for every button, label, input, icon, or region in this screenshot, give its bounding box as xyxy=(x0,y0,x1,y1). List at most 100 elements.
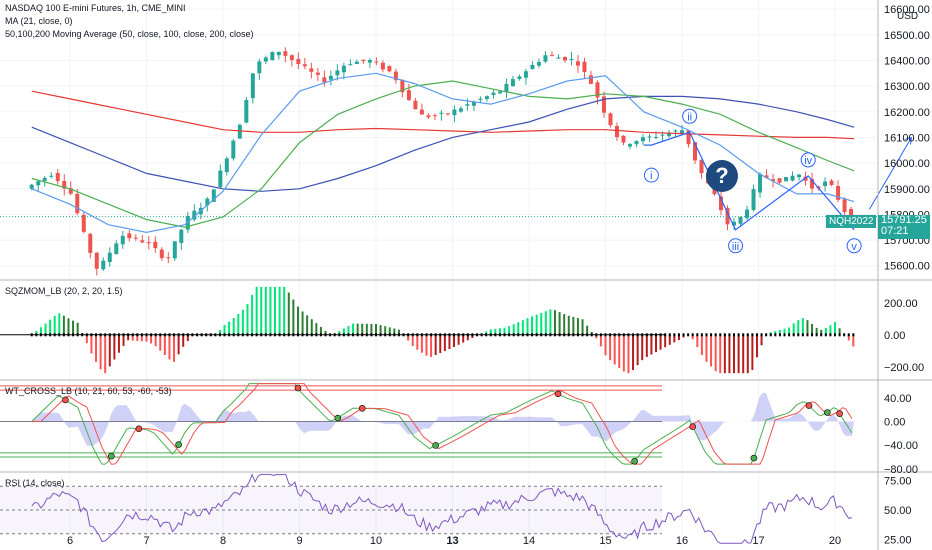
candle-body xyxy=(315,72,320,75)
wt-cross-dot xyxy=(135,425,143,433)
candle-body xyxy=(829,180,834,185)
candle-body xyxy=(205,198,210,206)
candle-body xyxy=(549,54,554,56)
candle-body xyxy=(172,241,177,259)
candle-body xyxy=(784,177,789,182)
sqz-tick-label: −200.00 xyxy=(884,362,924,374)
currency-label: USD xyxy=(897,11,919,22)
candle-body xyxy=(823,181,828,187)
candle-body xyxy=(322,77,327,83)
candle-body xyxy=(406,90,411,101)
x-tick-label: 20 xyxy=(829,535,841,547)
price-tick-label: 16100.00 xyxy=(884,132,930,144)
candle-body xyxy=(575,61,580,66)
candle-body xyxy=(595,82,600,98)
candle-body xyxy=(309,68,314,72)
sqz-tick-label: 0.00 xyxy=(884,330,905,342)
candle-body xyxy=(120,235,125,245)
candle-body xyxy=(517,76,522,79)
rsi-tick-label: 50.00 xyxy=(884,505,912,517)
x-tick-label: 9 xyxy=(296,535,302,547)
candle-body xyxy=(380,62,385,70)
candle-body xyxy=(114,243,119,254)
candle-body xyxy=(159,249,164,259)
time-axis[interactable]: 6 7 8 9 10 13 14 15 16 17 20 xyxy=(67,535,841,547)
candle-body xyxy=(777,178,782,183)
x-tick-label: 13 xyxy=(446,535,458,547)
price-tick-label: 16300.00 xyxy=(884,81,930,93)
candle-body xyxy=(68,188,73,194)
chart-title: NASDAQ 100 E-mini Futures, 1h, CME_MINI xyxy=(5,3,186,13)
candle-body xyxy=(556,57,561,59)
price-tick-label: 15600.00 xyxy=(884,261,930,273)
candle-body xyxy=(328,75,333,80)
wavetrend-panel[interactable] xyxy=(0,383,855,465)
candle-body xyxy=(426,115,431,118)
candle-body xyxy=(237,124,242,139)
candle-body xyxy=(289,55,294,61)
rsi-legend: RSI (14, close) xyxy=(5,478,65,488)
wt-tick-label: 0.00 xyxy=(884,416,905,428)
candle-body xyxy=(836,185,841,200)
x-tick-label: 15 xyxy=(599,535,611,547)
candle-body xyxy=(49,175,54,177)
candle-body xyxy=(810,178,815,189)
wave-label: v xyxy=(851,241,857,253)
candle-body xyxy=(452,109,457,116)
candle-body xyxy=(400,79,405,93)
wt-cross-dot xyxy=(836,410,843,417)
ma50-line xyxy=(31,80,855,228)
wave-label: i xyxy=(650,170,652,182)
price-tick-label: 16200.00 xyxy=(884,107,930,119)
price-tick-label: 16400.00 xyxy=(884,55,930,67)
candle-body xyxy=(140,240,145,243)
x-tick-label: 17 xyxy=(752,535,764,547)
candle-body xyxy=(302,64,307,67)
candle-body xyxy=(166,257,171,259)
wt-cross-dot xyxy=(175,441,182,448)
candle-body xyxy=(842,199,847,213)
x-tick-label: 8 xyxy=(220,535,226,547)
ma21-legend: MA (21, close, 0) xyxy=(5,16,73,26)
candle-body xyxy=(179,229,184,243)
candle-body xyxy=(296,58,301,65)
candle-body xyxy=(803,176,808,181)
candle-body xyxy=(276,51,281,56)
candle-body xyxy=(790,175,795,181)
candle-body xyxy=(218,170,223,188)
price-tick-label: 16600.00 xyxy=(884,4,930,16)
candle-body xyxy=(263,57,268,62)
candle-body xyxy=(348,64,353,66)
candle-body xyxy=(588,75,593,84)
x-tick-label: 14 xyxy=(523,535,535,547)
candle-body xyxy=(614,126,619,138)
candle-body xyxy=(101,260,106,270)
candle-body xyxy=(335,70,340,76)
candle-body xyxy=(211,189,216,202)
wt-cross-dot xyxy=(631,457,638,465)
rsi-panel[interactable] xyxy=(0,473,852,544)
candle-body xyxy=(55,173,60,182)
x-tick-label: 16 xyxy=(676,535,688,547)
ma200-line xyxy=(31,90,855,140)
last-price-tag: 15791.25 07:21 xyxy=(878,215,930,239)
candle-body xyxy=(510,79,515,87)
wave-label-circle xyxy=(728,238,744,254)
candle-body xyxy=(491,92,496,96)
candles xyxy=(29,47,854,276)
wt-tick-label: −40.00 xyxy=(884,440,918,452)
last-price: 15791.25 xyxy=(881,214,927,226)
candle-body xyxy=(530,64,535,70)
squeeze-momentum-panel[interactable] xyxy=(0,286,855,374)
candle-body xyxy=(224,158,229,173)
candle-body xyxy=(81,214,86,232)
wt-cross-dot xyxy=(432,442,439,449)
rsi-tick-label: 75.00 xyxy=(884,475,912,487)
candle-body xyxy=(504,83,509,92)
sqz-legend: SQZMOM_LB (20, 2, 20, 1.5) xyxy=(5,286,123,296)
candle-body xyxy=(387,66,392,72)
candle-body xyxy=(543,55,548,62)
